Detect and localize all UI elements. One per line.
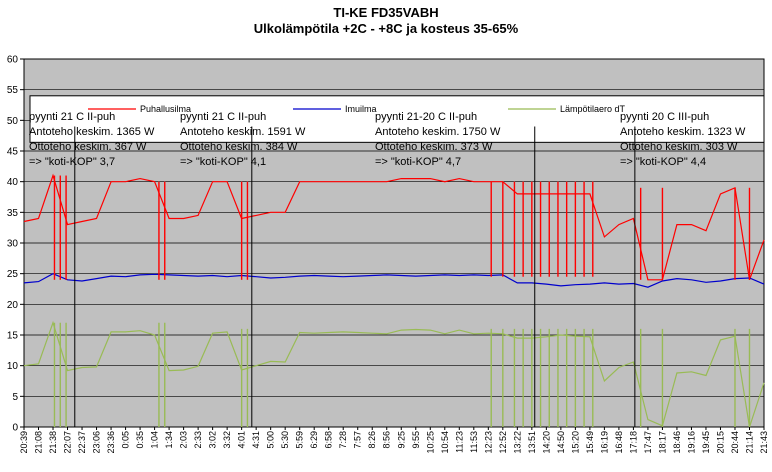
x-tick-label-44: 18:17 [657,431,667,454]
x-tick-label-28: 10:25 [425,431,435,454]
x-tick-label-18: 5:30 [280,431,290,449]
y-tick-label-2: 10 [7,361,19,372]
y-tick-label-9: 45 [7,147,19,158]
x-tick-label-45: 18:46 [672,431,682,454]
annotation-1-line-3: => "koti-KOP" 4,1 [180,156,266,168]
x-tick-label-47: 19:45 [701,431,711,454]
x-tick-label-30: 11:23 [454,431,464,453]
y-tick-label-6: 30 [7,239,19,250]
x-tick-label-31: 11:53 [469,431,479,453]
annotation-1-line-0: pyynti 21 C II-puh [180,111,266,123]
y-tick-label-8: 40 [7,177,19,188]
x-tick-label-16: 4:31 [251,431,261,449]
x-tick-label-50: 21:14 [744,431,754,454]
y-tick-label-5: 25 [7,269,19,280]
legend-label-0: Puhallusilma [140,104,191,114]
x-tick-label-34: 13:22 [512,431,522,454]
x-tick-label-21: 6:58 [324,431,334,449]
annotation-0-line-0: pyynti 21 C II-puh [29,111,115,123]
x-tick-label-43: 17:47 [643,431,653,454]
x-tick-label-25: 8:56 [382,431,392,449]
x-tick-label-26: 9:25 [396,431,406,449]
x-tick-label-15: 4:01 [237,431,247,449]
x-tick-label-48: 20:15 [715,431,725,454]
annotation-2-line-2: Ottoteho keskim. 373 W [375,141,493,153]
x-tick-label-10: 1:34 [164,431,174,449]
x-tick-label-3: 22:07 [63,431,73,454]
x-tick-label-46: 19:16 [686,431,696,454]
annotation-2-line-0: pyynti 21-20 C II-puh [375,111,477,123]
x-tick-label-42: 17:18 [628,431,638,454]
y-tick-label-0: 0 [12,423,18,434]
y-tick-label-12: 60 [7,55,19,66]
x-tick-label-32: 12:23 [483,431,493,454]
y-tick-label-10: 50 [7,116,19,127]
y-tick-label-4: 20 [7,300,19,311]
x-tick-label-4: 22:37 [77,431,87,454]
y-tick-label-1: 5 [12,392,18,403]
x-tick-label-9: 1:04 [150,431,160,449]
x-tick-label-49: 20:44 [730,431,740,454]
x-tick-label-51: 21:43 [759,431,769,454]
x-tick-label-37: 14:50 [556,431,566,454]
annotation-3-line-2: Ottoteho keskim. 303 W [620,141,738,153]
x-tick-label-6: 23:36 [106,431,116,454]
x-tick-label-19: 5:59 [295,431,305,449]
x-tick-label-39: 15:49 [585,431,595,454]
annotation-0-line-2: Ottoteho keskim. 367 W [29,141,147,153]
annotation-0-line-1: Antoteho keskim. 1365 W [29,126,155,138]
x-tick-label-14: 3:32 [222,431,232,449]
y-tick-label-7: 35 [7,208,19,219]
x-tick-label-7: 0:05 [121,431,131,449]
x-tick-label-5: 23:06 [92,431,102,454]
chart-title: TI-KE FD35VABH [333,5,439,20]
legend-box [29,95,765,143]
annotation-3-line-0: pyynti 20 C III-puh [620,111,709,123]
x-tick-label-12: 2:33 [193,431,203,449]
x-tick-label-8: 0:35 [135,431,145,449]
x-tick-label-27: 9:55 [411,431,421,449]
x-tick-label-36: 14:20 [541,431,551,454]
x-tick-label-23: 7:57 [353,431,363,449]
x-tick-label-1: 21:08 [34,431,44,454]
y-tick-label-3: 15 [7,331,19,342]
annotation-0-line-3: => "koti-KOP" 3,7 [29,156,115,168]
x-tick-label-11: 2:03 [179,431,189,449]
x-tick-label-41: 16:48 [614,431,624,454]
x-tick-label-38: 15:20 [570,431,580,454]
chart-subtitle: Ulkolämpötila +2C - +8C ja kosteus 35-65… [253,21,519,36]
x-tick-label-17: 5:00 [266,431,276,449]
x-tick-label-33: 12:52 [498,431,508,454]
series-line-1 [23,273,765,288]
x-tick-label-22: 7:28 [338,431,348,449]
annotation-1-line-2: Ottoteho keskim. 384 W [180,141,298,153]
annotation-1-line-1: Antoteho keskim. 1591 W [180,126,306,138]
x-tick-label-13: 3:02 [208,431,218,449]
legend-label-2: Lämpötilaero dT [560,104,626,114]
x-tick-label-24: 8:26 [367,431,377,449]
x-tick-label-35: 13:51 [527,431,537,454]
annotation-2-line-1: Antoteho keskim. 1750 W [375,126,501,138]
x-tick-label-2: 21:38 [48,431,58,454]
y-tick-label-11: 55 [7,85,19,96]
x-tick-label-29: 10:54 [440,431,450,454]
annotation-3-line-1: Antoteho keskim. 1323 W [620,126,746,138]
x-tick-label-0: 20:39 [19,431,29,454]
annotation-3-line-3: => "koti-KOP" 4,4 [620,156,706,168]
annotation-2-line-3: => "koti-KOP" 4,7 [375,156,461,168]
legend-label-1: Imuilma [345,104,377,114]
x-tick-label-20: 6:29 [309,431,319,449]
x-tick-label-40: 16:19 [599,431,609,454]
